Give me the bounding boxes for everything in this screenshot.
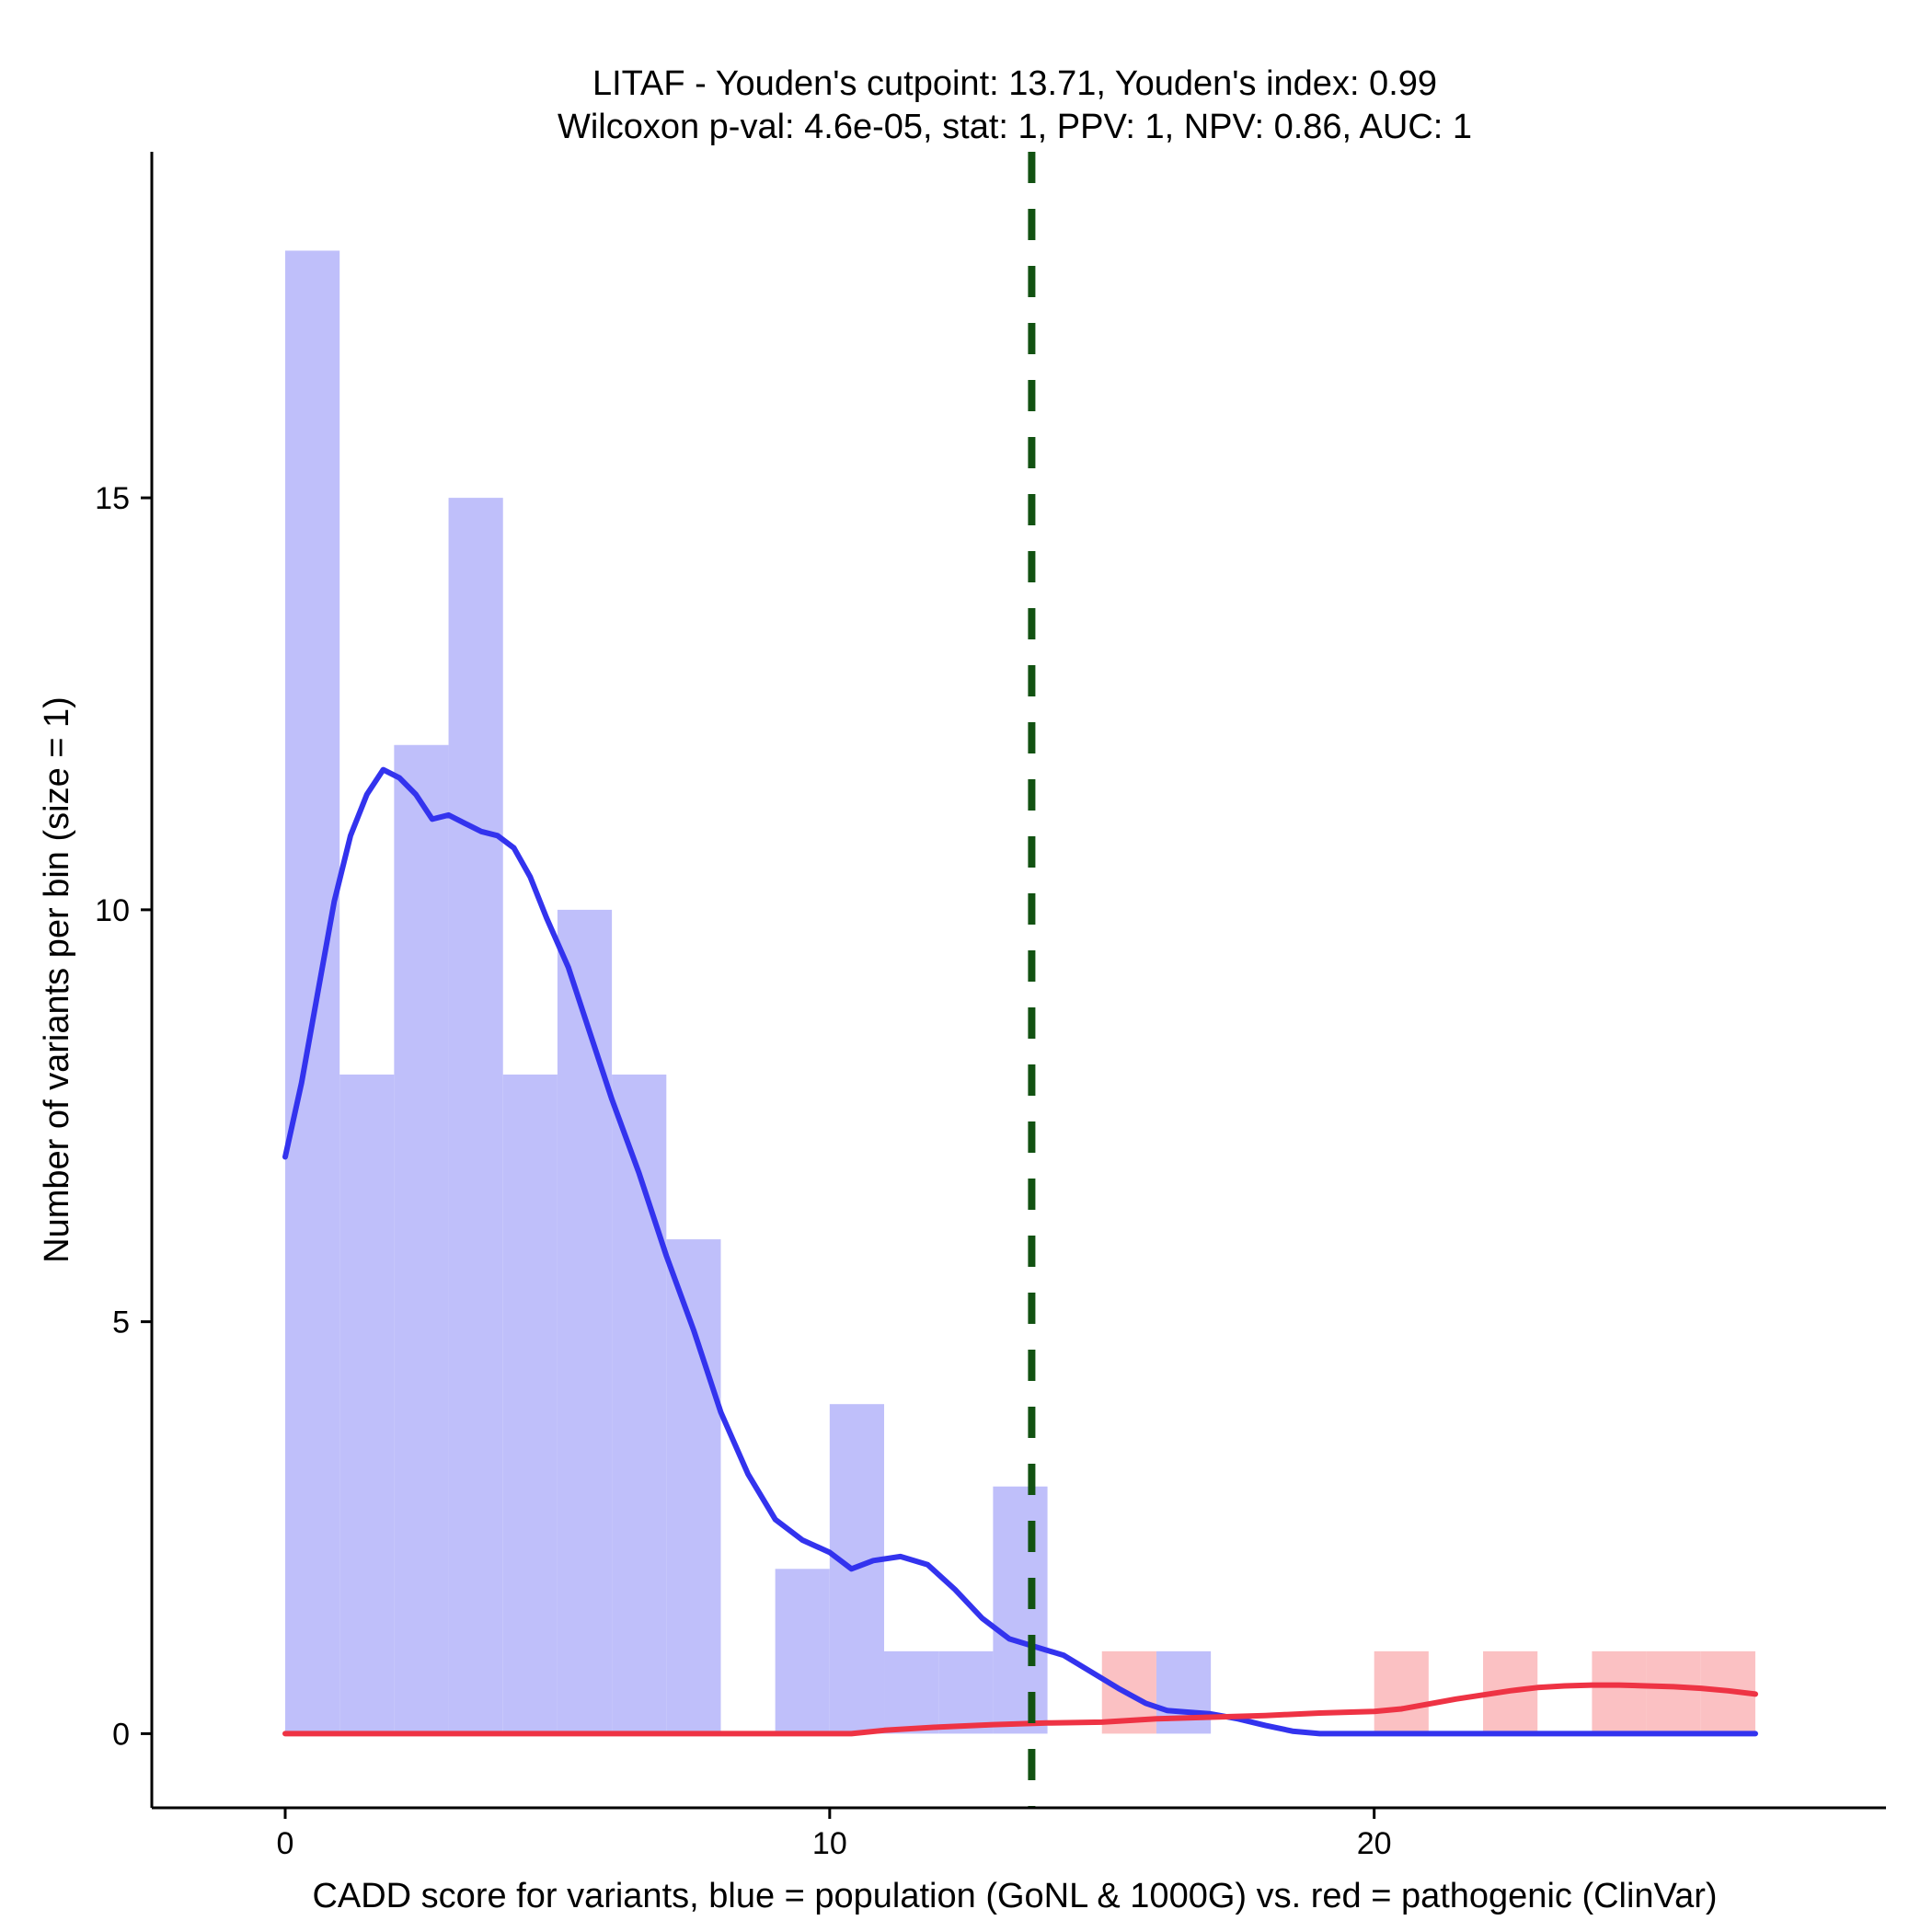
y-tick-label-10: 10	[95, 893, 130, 928]
population-bar-5	[557, 909, 613, 1734]
population-histogram	[285, 250, 1212, 1734]
x-tick-label-10: 10	[812, 1826, 847, 1861]
y-tick-label-15: 15	[95, 481, 130, 516]
pathogenic-histogram	[1101, 1650, 1755, 1734]
pathogenic-density-line	[282, 1682, 1758, 1737]
population-bar-2	[394, 744, 449, 1734]
density-curves	[282, 766, 1758, 1737]
pathogenic-bar-4	[1646, 1650, 1701, 1734]
chart-title: LITAF - Youden's cutpoint: 13.71, Youden…	[592, 64, 1437, 103]
axes: 0 10 20 0 5 10 15	[95, 152, 1886, 1861]
x-tick-label-0: 0	[277, 1826, 294, 1861]
y-tick-label-5: 5	[112, 1305, 130, 1340]
y-axis-title: Number of variants per bin (size = 1)	[38, 696, 76, 1263]
x-tick-label-20: 20	[1357, 1826, 1392, 1861]
population-bar-7	[666, 1239, 721, 1734]
pathogenic-bar-1	[1374, 1650, 1429, 1734]
population-bar-12	[993, 1486, 1048, 1734]
population-bar-4	[502, 1074, 558, 1734]
population-bar-8	[775, 1569, 830, 1734]
chart-subtitle: Wilcoxon p-val: 4.6e-05, stat: 1, PPV: 1…	[558, 108, 1472, 146]
population-bar-3	[448, 498, 503, 1734]
y-tick-label-0: 0	[112, 1717, 130, 1752]
population-bar-11	[938, 1650, 994, 1734]
population-bar-6	[612, 1074, 667, 1734]
x-axis-title: CADD score for variants, blue = populati…	[312, 1877, 1717, 1915]
population-bar-10	[884, 1650, 939, 1734]
pathogenic-bar-3	[1592, 1650, 1647, 1734]
population-bar-1	[339, 1074, 395, 1734]
population-bar-0	[285, 250, 340, 1734]
